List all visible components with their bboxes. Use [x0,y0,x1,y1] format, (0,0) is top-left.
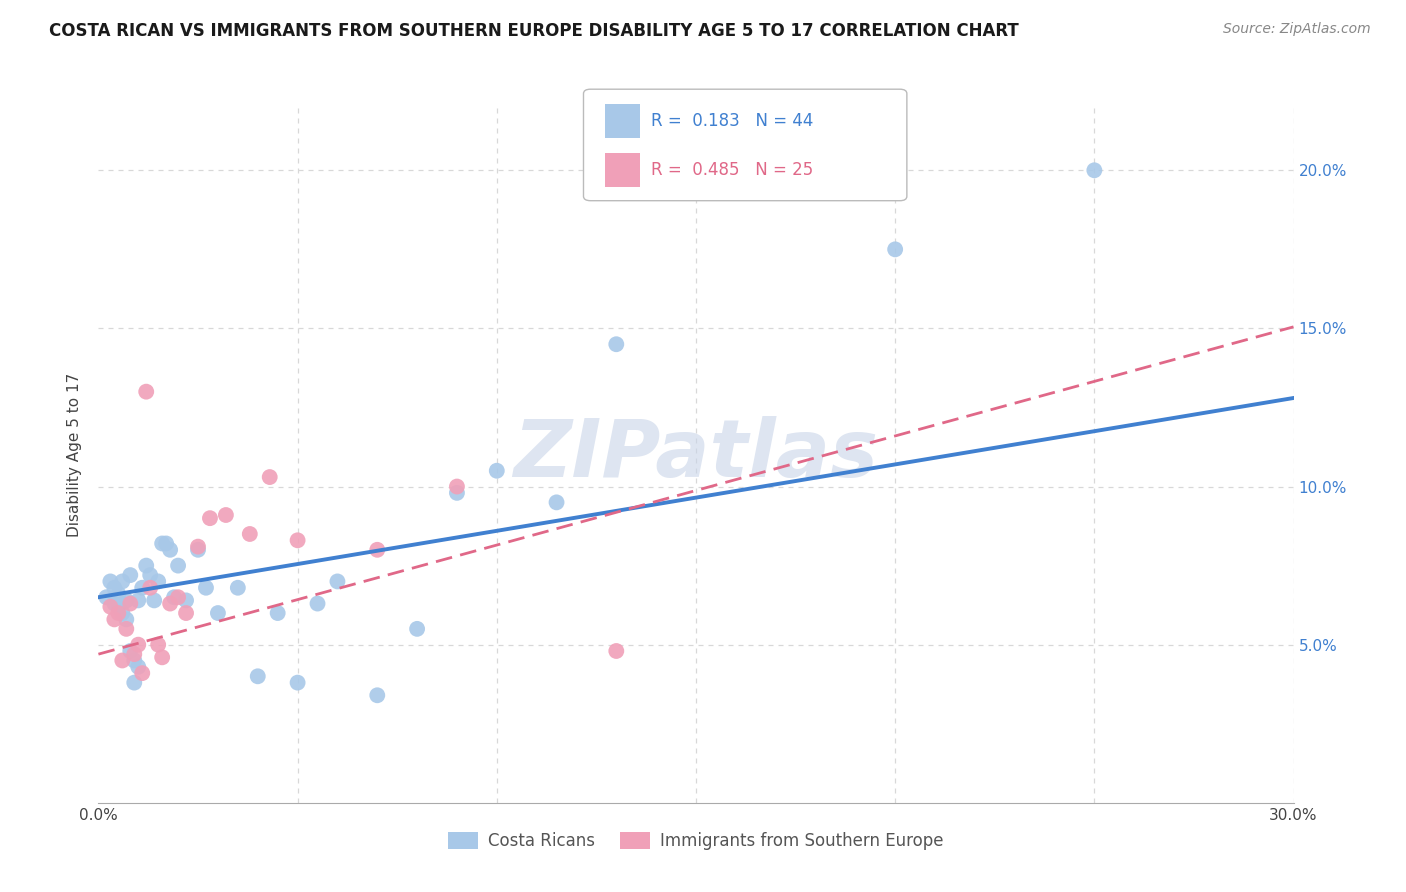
Point [446,479,468,493]
Point [287,675,309,690]
Point [135,558,157,573]
Point [111,606,134,620]
Point [131,581,153,595]
Point [127,638,149,652]
Point [307,597,329,611]
Point [366,688,388,702]
Point [127,660,149,674]
Point [115,622,138,636]
Point [159,597,181,611]
Point [120,597,142,611]
Point [207,606,229,620]
Point [148,638,170,652]
Point [406,622,429,636]
Point [446,486,468,500]
Point [103,597,125,611]
Point [187,540,209,554]
Point [174,593,197,607]
Point [124,675,146,690]
Point [605,644,627,658]
Point [198,511,221,525]
Point [226,581,249,595]
Text: Source: ZipAtlas.com: Source: ZipAtlas.com [1223,22,1371,37]
Y-axis label: Disability Age 5 to 17: Disability Age 5 to 17 [67,373,83,537]
Text: ZIPatlas: ZIPatlas [513,416,879,494]
Point [1083,163,1105,178]
Point [167,558,190,573]
Point [326,574,349,589]
Point [150,536,173,550]
Point [107,599,129,614]
Point [98,574,122,589]
Point [111,653,134,667]
Text: R =  0.485   N = 25: R = 0.485 N = 25 [651,161,813,179]
Point [267,606,290,620]
Point [127,593,149,607]
Point [120,568,142,582]
Point [98,599,122,614]
Point [139,581,162,595]
Point [111,574,134,589]
Point [103,581,125,595]
Point [246,669,269,683]
Point [124,647,146,661]
Point [148,574,170,589]
Point [115,593,138,607]
Point [135,384,157,399]
Point [150,650,173,665]
Point [187,542,209,557]
Point [107,606,129,620]
Point [107,587,129,601]
Point [96,591,118,605]
Point [155,536,177,550]
Point [167,591,190,605]
Point [139,568,162,582]
Text: R =  0.183   N = 44: R = 0.183 N = 44 [651,112,813,130]
Point [287,533,309,548]
Point [103,612,125,626]
Point [159,542,181,557]
Point [143,593,166,607]
Point [546,495,568,509]
Text: COSTA RICAN VS IMMIGRANTS FROM SOUTHERN EUROPE DISABILITY AGE 5 TO 17 CORRELATIO: COSTA RICAN VS IMMIGRANTS FROM SOUTHERN … [49,22,1019,40]
Point [115,612,138,626]
Point [239,527,262,541]
Legend: Costa Ricans, Immigrants from Southern Europe: Costa Ricans, Immigrants from Southern E… [441,826,950,857]
Point [215,508,238,522]
Point [120,644,142,658]
Point [605,337,627,351]
Point [174,606,197,620]
Point [366,542,388,557]
Point [884,243,907,257]
Point [195,581,218,595]
Point [131,666,153,681]
Point [124,653,146,667]
Point [259,470,281,484]
Point [163,591,186,605]
Point [485,464,508,478]
